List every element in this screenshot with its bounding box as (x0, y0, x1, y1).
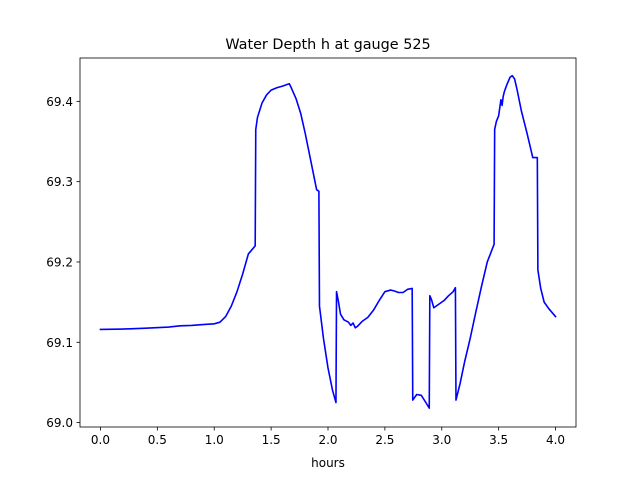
x-tick-label: 2.0 (318, 433, 337, 447)
x-tick-label: 1.0 (205, 433, 224, 447)
y-tick-label: 69.1 (46, 336, 73, 350)
x-axis-label: hours (311, 456, 345, 470)
series-line (99, 74, 557, 409)
x-tick-label: 2.5 (375, 433, 394, 447)
x-tick-label: 3.0 (432, 433, 451, 447)
x-tick-label: 4.0 (546, 433, 565, 447)
x-tick-label: 0.0 (91, 433, 110, 447)
x-tick-label: 1.5 (262, 433, 281, 447)
x-tick-label: 0.5 (148, 433, 167, 447)
x-axis: 0.0 0.5 1.0 1.5 2.0 2.5 3.0 3.5 4.0 (91, 427, 565, 447)
y-tick-label: 69.3 (46, 175, 73, 189)
y-axis: 69.0 69.1 69.2 69.3 69.4 (46, 95, 80, 430)
chart-title: Water Depth h at gauge 525 (225, 37, 430, 53)
y-tick-label: 69.4 (46, 95, 73, 109)
x-tick-label: 3.5 (489, 433, 508, 447)
y-tick-label: 69.2 (46, 255, 73, 269)
y-tick-label: 69.0 (46, 416, 73, 430)
